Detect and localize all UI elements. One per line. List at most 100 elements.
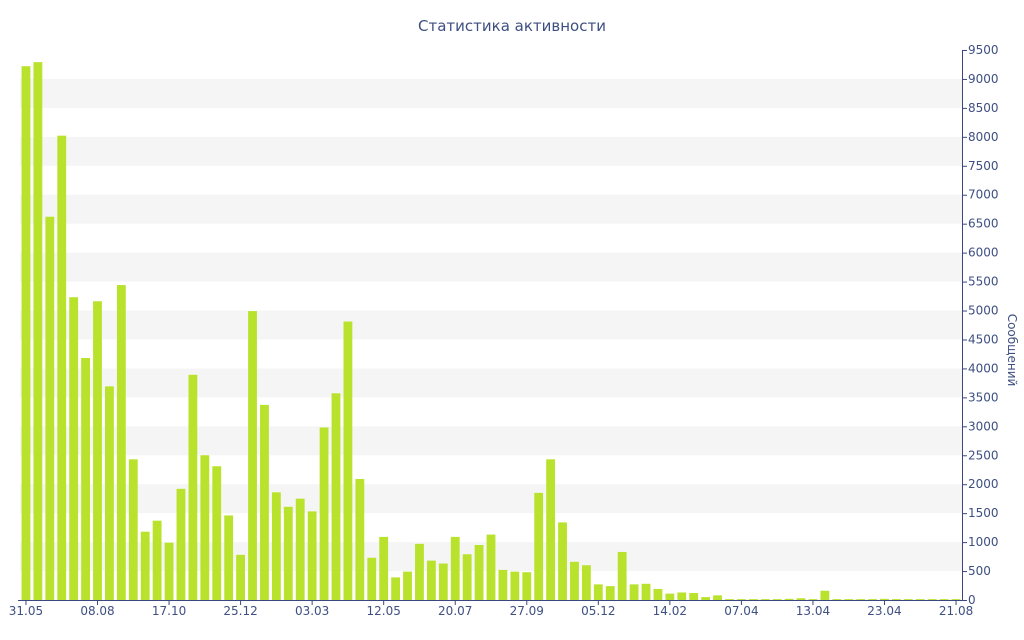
bar[interactable] [355, 479, 365, 600]
y-tick-label: 7500 [968, 159, 999, 173]
bar[interactable] [450, 536, 460, 600]
bar[interactable] [784, 598, 794, 600]
bar[interactable] [57, 135, 67, 600]
y-tick-label: 2000 [968, 477, 999, 491]
bar[interactable] [260, 404, 269, 600]
bar[interactable] [426, 560, 436, 600]
bar[interactable] [808, 599, 818, 600]
bar[interactable] [81, 358, 90, 600]
bar[interactable] [140, 531, 150, 600]
bar[interactable] [832, 599, 842, 600]
bar[interactable] [236, 554, 245, 600]
bar[interactable] [713, 595, 722, 600]
bar[interactable] [212, 466, 222, 600]
bar[interactable] [534, 492, 544, 600]
bar[interactable] [880, 598, 889, 600]
bar[interactable] [629, 584, 639, 600]
bar[interactable] [725, 599, 734, 600]
bar[interactable] [224, 515, 234, 600]
bar[interactable] [617, 551, 627, 600]
y-tick-label: 6500 [968, 217, 999, 231]
bar[interactable] [951, 599, 961, 600]
bar[interactable] [93, 301, 102, 600]
bar[interactable] [593, 584, 603, 600]
bar[interactable] [116, 285, 126, 600]
bar[interactable] [820, 590, 830, 600]
bar[interactable] [164, 542, 174, 600]
grid-band [20, 194, 962, 224]
x-axis-ticks: 31.05 08.08 17.10 25.12 03.03 12.05 20.07 27.09… [9, 600, 973, 618]
x-tick-label: 21.08 [939, 604, 973, 618]
bar[interactable] [927, 599, 937, 600]
bar[interactable] [522, 572, 532, 600]
bar[interactable] [307, 511, 317, 600]
bar[interactable] [748, 599, 758, 600]
bar[interactable] [796, 598, 806, 600]
bar[interactable] [391, 577, 401, 600]
y-tick-label: 3000 [968, 419, 999, 433]
bar[interactable] [200, 455, 210, 600]
bar[interactable] [283, 506, 293, 600]
x-tick-label: 03.03 [295, 604, 329, 618]
bar[interactable] [331, 393, 341, 600]
bar[interactable] [856, 599, 866, 600]
bar[interactable] [665, 593, 675, 600]
bar[interactable] [295, 498, 305, 600]
bar[interactable] [641, 583, 651, 600]
bar[interactable] [760, 599, 770, 600]
bar[interactable] [33, 62, 43, 601]
bar[interactable] [570, 561, 579, 600]
bars-group [21, 62, 961, 601]
bar[interactable] [510, 571, 520, 600]
bar[interactable] [474, 545, 484, 600]
bar[interactable] [844, 599, 854, 600]
bar[interactable] [915, 599, 925, 600]
bar[interactable] [319, 427, 329, 600]
x-tick-label: 25.12 [223, 604, 257, 618]
x-tick-label: 20.07 [438, 604, 472, 618]
bar[interactable] [939, 599, 949, 600]
bar[interactable] [736, 599, 746, 600]
bar[interactable] [605, 586, 615, 600]
bar[interactable] [367, 557, 377, 600]
y-tick-label: 2500 [968, 448, 999, 462]
bar[interactable] [892, 599, 901, 600]
bar[interactable] [701, 597, 711, 600]
bar[interactable] [21, 66, 31, 600]
bar[interactable] [868, 599, 877, 600]
x-tick-label: 07.04 [724, 604, 758, 618]
bar[interactable] [462, 554, 472, 600]
x-tick-label: 14.02 [653, 604, 687, 618]
y-tick-label: 7000 [968, 188, 999, 202]
bar[interactable] [546, 459, 556, 600]
bar[interactable] [248, 311, 257, 600]
bar[interactable] [677, 592, 687, 600]
bar[interactable] [128, 459, 138, 600]
bar[interactable] [486, 534, 496, 600]
bar[interactable] [379, 536, 389, 600]
bar[interactable] [653, 589, 663, 600]
bar[interactable] [152, 520, 162, 600]
bar[interactable] [69, 297, 79, 600]
grid-band [20, 78, 962, 108]
bar[interactable] [498, 569, 508, 600]
bar[interactable] [176, 488, 186, 600]
bar[interactable] [689, 593, 699, 600]
bar[interactable] [903, 599, 913, 600]
y-axis-title: Сообщений [1005, 314, 1019, 387]
bar[interactable] [415, 543, 424, 600]
bar[interactable] [558, 522, 567, 600]
bar[interactable] [403, 571, 412, 600]
grid-band [20, 136, 962, 166]
x-tick-label: 08.08 [80, 604, 114, 618]
bar[interactable] [343, 321, 353, 600]
bar[interactable] [581, 565, 591, 600]
bar[interactable] [45, 216, 55, 601]
bar[interactable] [772, 599, 782, 600]
bar[interactable] [105, 386, 114, 600]
y-tick-label: 1000 [968, 535, 999, 549]
bar[interactable] [438, 563, 448, 600]
bar[interactable] [188, 374, 198, 600]
bar[interactable] [271, 492, 281, 600]
y-tick-label: 6000 [968, 246, 999, 260]
